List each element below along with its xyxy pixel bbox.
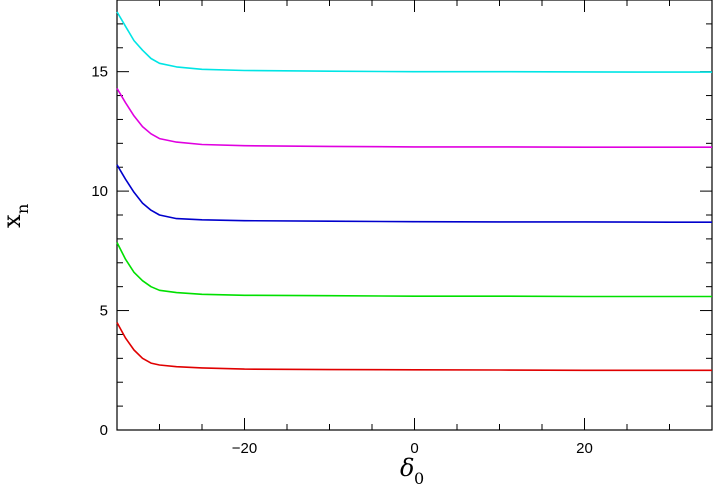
x-tick-label: 20 [576,440,593,457]
series-line-1 [116,11,712,73]
y-axis-label-group: x n [0,204,32,228]
y-tick-label: 5 [100,303,108,320]
y-tick-label: 10 [91,183,108,200]
series-line-2 [116,87,712,148]
x-axis-label-subscript: 0 [414,469,424,488]
y-axis-label-subscript: n [13,204,32,214]
series-line-3 [116,164,712,223]
y-tick-label: 0 [100,422,108,439]
tick-labels: −20 0 20 0 5 10 15 [91,64,593,457]
y-axis-label: x [0,214,26,228]
plot-frame [116,0,713,431]
x-axis-label: δ [400,454,414,482]
y-tick-label: 15 [91,64,108,81]
series-group [116,11,712,372]
x-tick-label: 0 [410,440,418,457]
series-line-5 [116,322,712,372]
series-line-4 [116,242,712,298]
x-tick-label: −20 [232,440,257,457]
ticks [116,0,713,431]
